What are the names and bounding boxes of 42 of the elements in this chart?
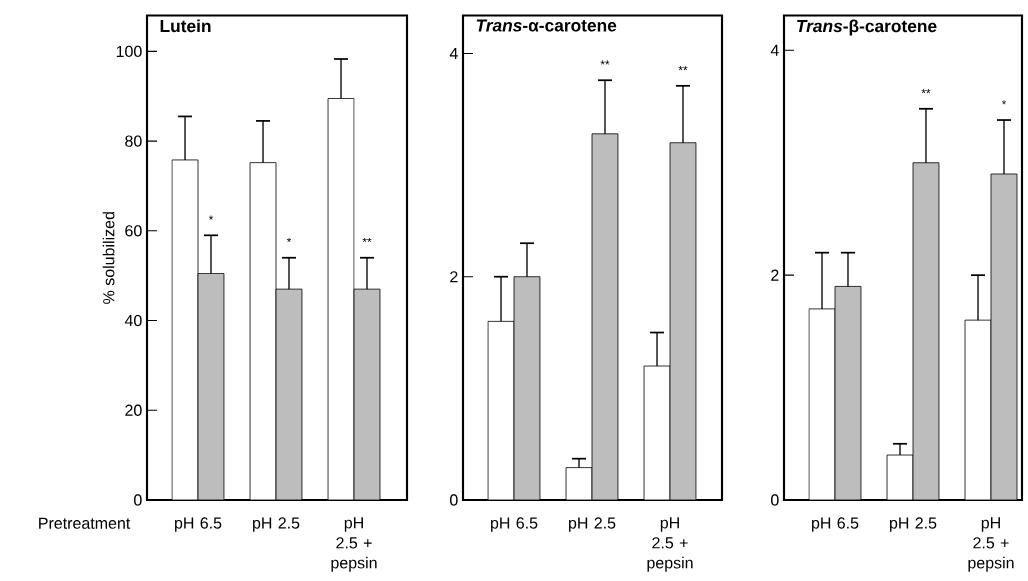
bar [912,162,940,500]
y-tick-label: 4 [449,47,458,59]
y-tick-label: 80 [125,135,142,147]
annotation: ** [600,60,610,65]
x-tick-label: pH 6.5 [812,517,859,532]
x-tick-label: pH 2.5 + pepsin [968,517,1014,572]
y-tick-label: 2 [771,269,779,281]
y-tick-label: 40 [124,314,142,327]
chart-title: Trans-β-carotene [797,19,937,36]
bar [669,142,697,500]
y-tick-label: 100 [116,45,142,58]
annotation: ** [678,65,688,71]
chart-title: Trans-α-carotene [476,19,617,32]
y-axis-title: % solubilized [102,212,115,304]
annotation: ** [362,237,372,243]
bar [990,173,1018,500]
y-tick-label: 60 [125,225,142,237]
y-tick-label: 20 [125,404,142,416]
x-tick-label: pH 6.5 [491,517,538,532]
bar [275,288,303,500]
y-tick-label: 0 [450,494,458,506]
annotation: * [208,215,214,220]
x-tick-label: pH 6.5 [175,517,222,532]
bar [591,133,619,500]
x-tick-label: pH 2.5 [253,517,300,532]
chart-title: Lutein [160,19,211,33]
x-tick-label: pH 2.5 + pepsin [331,517,377,572]
annotation: ** [921,88,931,94]
bar [834,286,862,500]
y-tick-label: 2 [450,271,458,283]
y-tick-label: 0 [771,494,779,506]
bar [353,288,381,500]
x-tick-label: pH 2.5 [890,517,937,532]
x-tick-label: pH 2.5 [569,517,616,532]
bar [197,273,225,500]
bar [513,276,541,500]
y-tick-label: 0 [134,494,142,506]
y-tick-label: 4 [770,44,779,56]
annotation: * [286,237,292,243]
annotation: * [1001,100,1007,105]
x-tick-label: pH 2.5 + pepsin [647,517,693,572]
x-axis-title: Pretreatment [39,517,131,529]
